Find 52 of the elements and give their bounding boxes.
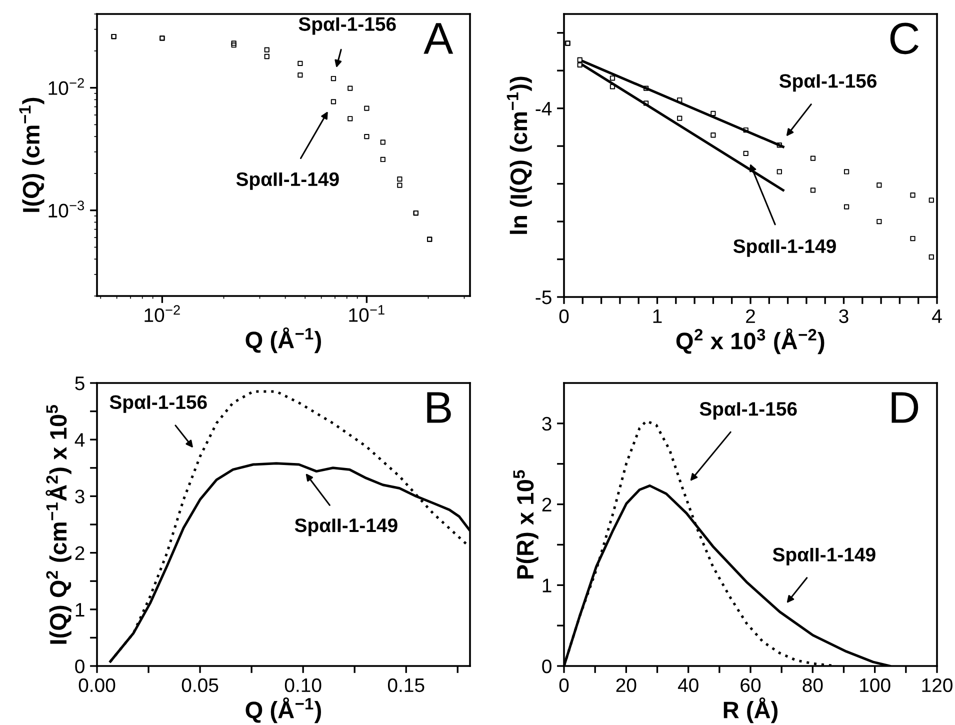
series-label: SpαII-1-149 [772, 548, 876, 566]
series-label: SpαI-1-156 [298, 17, 396, 35]
x-tick-label: 2 [746, 309, 755, 323]
x-tick-label: 100 [860, 678, 890, 692]
y-tick-label: 2 [542, 498, 552, 512]
y-tick-label: -5 [536, 290, 552, 304]
series-label: SpαII-1-149 [733, 239, 836, 257]
x-axis-title: Q (Å$^{−1}$) [246, 697, 321, 724]
y-tick-label: 1 [542, 578, 552, 592]
annotation: C [890, 22, 919, 54]
text: SpαI-1-156 [779, 74, 877, 92]
x-tick-label: 80 [802, 678, 823, 692]
x-tick-label: 10$^{−2}$ [144, 305, 180, 322]
x-tick-label: 60 [740, 678, 761, 692]
y-axis-title: I(Q) Q$^{2}$ (cm$^{−1}$Å$^{2}$) x 10$^{5}$ [46, 405, 72, 644]
x-tick-label: 1 [653, 310, 662, 323]
legend-label: SpαII-1-149 [294, 518, 398, 536]
annotation: B [427, 392, 451, 423]
legend-label: SpαII-1-149 [236, 172, 339, 190]
y-tick-label: 3 [542, 416, 552, 431]
x-axis-title: Q (Å$^{−1}$) [246, 327, 321, 354]
text: SpαI-1-156 [700, 402, 797, 420]
y-tick-label: 0 [75, 659, 84, 674]
series-label: SpαI-1-156 [110, 395, 207, 413]
y-tick-label: 4 [74, 433, 85, 447]
x-tick-label: 40 [678, 678, 698, 692]
x-tick-label: 0.15 [388, 678, 424, 692]
annotation: A [424, 23, 454, 54]
annotation: D [892, 392, 918, 423]
y-axis-title: ln (I(Q) (cm$^{−1}$)) [506, 76, 532, 234]
y-tick-label: 10$^{−2}$ [48, 78, 84, 95]
x-tick-label: 0.00 [78, 678, 116, 692]
y-tick-label: 10$^{−3}$ [48, 200, 84, 218]
x-axis-title: R (Å) [724, 697, 778, 724]
x-tick-label: 10$^{−1}$ [349, 305, 384, 322]
x-tick-label: 0.05 [182, 678, 218, 692]
y-tick-label: 2 [75, 546, 84, 560]
y-tick-label: -4 [536, 102, 552, 116]
x-tick-label: 20 [616, 678, 636, 692]
y-tick-label: 1 [76, 603, 84, 616]
x-tick-label: 4 [932, 310, 942, 323]
y-tick-label: 0 [542, 659, 552, 674]
y-axis-title: I(Q) (cm$^{−1}$) [19, 98, 44, 212]
x-tick-label: 120 [922, 678, 952, 692]
x-tick-label: 0 [559, 309, 569, 324]
y-tick-label: 5 [75, 376, 84, 390]
x-axis-title: Q$^{2}$ x 10$^{3}$ (Å$^{−2}$) [676, 328, 824, 354]
x-tick-label: 3 [839, 309, 848, 324]
y-tick-label: 3 [75, 490, 84, 504]
y-axis-title: P(R) x 10$^{5}$ [513, 470, 538, 579]
x-tick-label: 0.10 [284, 678, 322, 692]
x-tick-label: 0 [559, 678, 569, 692]
